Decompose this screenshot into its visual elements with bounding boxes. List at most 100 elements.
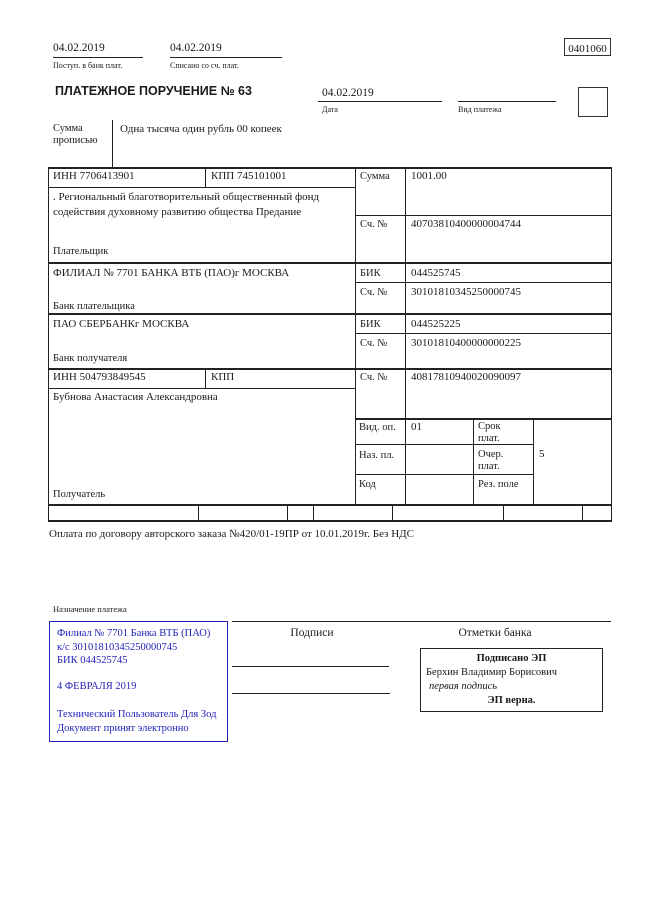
grid-line [355,215,612,216]
pay-term-label: Срок плат. [478,421,501,444]
grid-line [355,444,533,445]
sum-value: 1001.00 [411,170,447,182]
received-date: 04.02.2019 [53,42,105,54]
divider-line [318,101,442,102]
payer-inn: ИНН 7706413901 [53,170,135,182]
payer-name: . Региональный благотворительный обществ… [53,191,320,218]
payer-bank-bik-label: БИК [360,268,381,279]
payee-bank-section-label: Банк получателя [53,353,128,364]
grid-line [355,418,612,420]
stamp-note: Документ принят электронно [57,722,189,734]
stamp-user: Технический Пользователь Для Зод [57,709,217,720]
document-title: ПЛАТЕЖНОЕ ПОРУЧЕНИЕ № 63 [55,84,252,98]
signed-ep-title: Подписано ЭП [476,653,547,664]
payer-account-value: 40703810400000004744 [411,218,521,230]
document-date: 04.02.2019 [322,87,374,99]
divider-line [458,101,556,102]
payment-purpose-text: Оплата по договору авторского заказа №42… [49,528,414,540]
debited-date-label: Списано со сч. плат. [170,61,239,70]
stamp-corr-account: к/с 30101810345250000745 [57,641,178,653]
payer-bank-account-label: Сч. № [360,287,388,298]
grid-line [205,368,206,388]
stamp-date: 4 ФЕВРАЛЯ 2019 [57,680,137,692]
signatures-heading: Подписи [290,627,334,639]
payment-type-label: Вид платежа [458,105,502,114]
payee-bank-account-value: 30101810400000000225 [411,337,521,349]
grid-line [48,520,612,522]
payee-kpp: КПП [211,371,235,383]
payee-bank-bik-value: 044525225 [411,318,461,330]
grid-line [48,388,355,389]
grid-line [503,504,504,520]
grid-line [405,167,406,504]
pay-order-label: Очер. плат. [478,449,504,472]
payer-bank-account-value: 30101810345250000745 [411,286,521,298]
pay-order-value: 5 [539,448,545,460]
grid-line [48,167,612,169]
payee-account-label: Сч. № [360,372,388,383]
divider-line [170,57,282,58]
amount-words-value: Одна тысяча один рубль 00 копеек [120,123,282,135]
grid-line [48,187,355,188]
amount-words-label: Сумма прописью [53,123,98,146]
reserve-field-label: Рез. поле [478,479,519,490]
date-label: Дата [322,105,338,114]
grid-line [205,167,206,187]
grid-line [48,313,612,315]
payment-type-box [578,87,608,117]
payee-bank-account-label: Сч. № [360,338,388,349]
grid-line [48,504,612,506]
grid-line [392,504,393,520]
debited-date: 04.02.2019 [170,42,222,54]
payer-bank-name: ФИЛИАЛ № 7701 БАНКА ВТБ (ПАО)г МОСКВА [53,267,290,279]
payee-section-label: Получатель [53,489,106,500]
op-type-value: 01 [411,421,422,433]
ep-valid: ЭП верна. [487,695,536,706]
signer-name: Берхин Владимир Борисович [426,667,557,678]
grid-line [611,167,612,522]
form-code: 0401060 [568,43,607,55]
stamp-bik: БИК 044525745 [57,655,128,666]
code-label: Код [359,479,376,490]
sum-label: Сумма [360,171,390,182]
stamp-bank-name: Филиал № 7701 Банка ВТБ (ПАО) [57,628,211,639]
payer-bank-bik-value: 044525745 [411,267,461,279]
form-code-box: 0401060 [564,38,611,56]
grid-line [48,262,612,264]
signature-kind: первая подпись [429,681,498,692]
op-type-label: Вид. оп. [359,422,396,433]
bank-electronic-stamp: Филиал № 7701 Банка ВТБ (ПАО) к/с 301018… [49,621,228,742]
payee-account-value: 40817810940020090097 [411,371,521,383]
grid-line [287,504,288,520]
payee-bank-name: ПАО СБЕРБАНКг МОСКВА [53,318,190,330]
payment-purpose-label: Назначение платежа [53,604,127,614]
signature-line [232,666,389,667]
grid-line [313,504,314,520]
received-date-label: Поступ. в банк плат. [53,61,123,70]
grid-line [355,282,612,283]
grid-line [533,418,534,504]
purpose-code-label: Наз. пл. [359,450,395,461]
payer-account-label: Сч. № [360,219,388,230]
grid-line [198,504,199,520]
divider-line [232,621,611,622]
bank-marks-heading: Отметки банка [458,627,532,639]
divider-line [53,57,143,58]
payee-bank-bik-label: БИК [360,319,381,330]
grid-line [582,504,583,520]
grid-line [48,368,612,370]
grid-line [473,418,474,504]
payee-inn: ИНН 504793849545 [53,371,146,383]
grid-line [355,167,356,504]
divider-line [112,120,113,167]
payer-section-label: Плательщик [53,246,109,257]
grid-line [355,474,533,475]
payee-name: Бубнова Анастасия Александровна [53,391,218,403]
payer-kpp: КПП 745101001 [211,170,287,182]
payer-bank-section-label: Банк плательщика [53,301,135,312]
grid-line [355,333,612,334]
signature-line [232,693,390,694]
grid-line [48,167,49,522]
signed-ep-stamp: Подписано ЭП Берхин Владимир Борисович п… [420,648,603,712]
